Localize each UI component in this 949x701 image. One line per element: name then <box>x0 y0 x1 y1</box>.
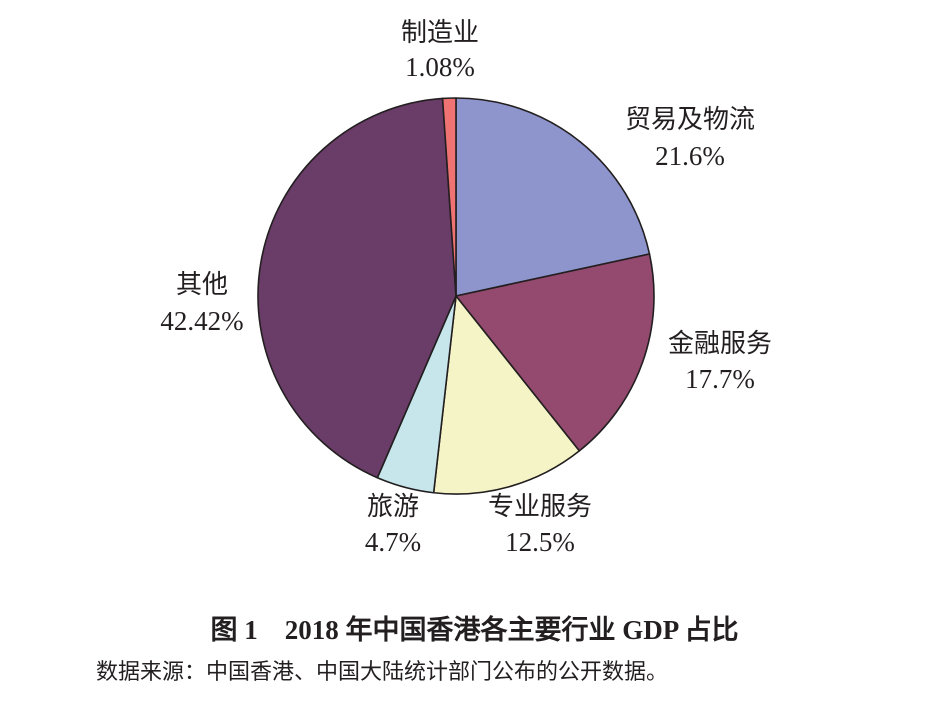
pie-slice <box>257 97 457 479</box>
slice-label: 贸易及物流 <box>625 105 755 135</box>
slice-value-label: 17.7% <box>685 364 755 394</box>
slice-label: 专业服务 <box>488 492 592 522</box>
slice-value-label: 42.42% <box>160 306 243 336</box>
pie-slice <box>432 295 581 495</box>
pie-slice <box>455 97 651 297</box>
pie-chart: 贸易及物流 21.6% 金融服务 17.7% 专业服务 12.5% 旅游 4.7% 其他 42.4… <box>160 18 772 557</box>
slice-label: 金融服务 <box>668 329 772 359</box>
slice-label: 旅游 <box>367 492 419 522</box>
pie-slice <box>455 253 655 452</box>
slice-label: 制造业 <box>401 18 479 48</box>
slice-label: 其他 <box>176 270 228 300</box>
slice-value-label: 4.7% <box>365 527 421 557</box>
slice-value-label: 21.6% <box>655 141 725 171</box>
data-source-note: 数据来源：中国香港、中国大陆统计部门公布的公开数据。 <box>96 660 669 685</box>
slice-value-label: 1.08% <box>405 52 475 82</box>
slice-value-label: 12.5% <box>505 527 575 557</box>
pie-slice <box>441 97 457 297</box>
figure-title: 图 1 2018 年中国香港各主要行业 GDP 占比 <box>210 615 739 645</box>
